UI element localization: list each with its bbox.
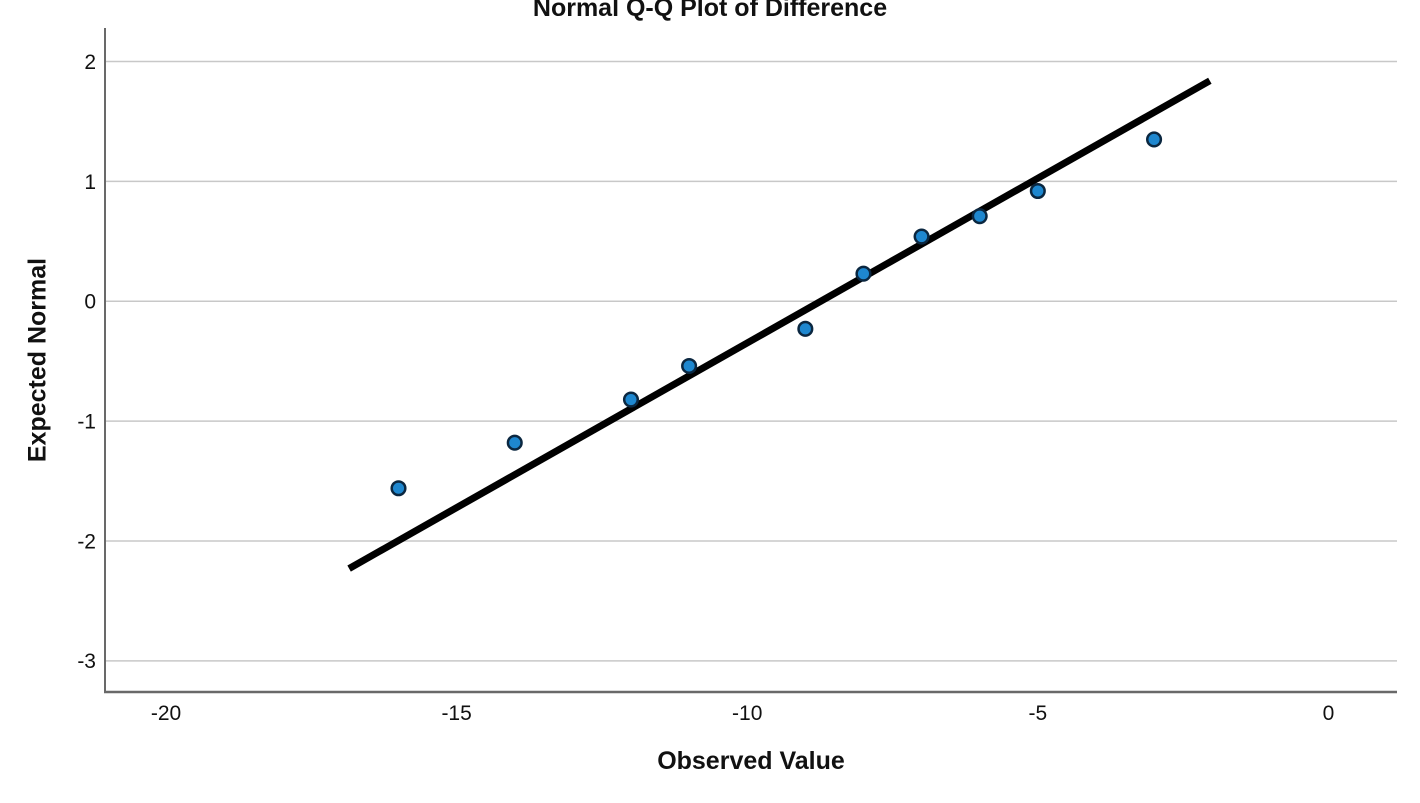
x-tick-label: -10 <box>732 702 762 725</box>
data-point <box>797 320 814 337</box>
data-point <box>390 480 407 497</box>
x-tick-label: -5 <box>1028 702 1047 725</box>
y-tick-label: 0 <box>84 291 96 314</box>
data-point <box>971 208 988 225</box>
data-point <box>913 228 930 245</box>
data-point <box>855 265 872 282</box>
y-tick-label: 2 <box>84 51 96 74</box>
data-point <box>681 357 698 375</box>
chart-title: Normal Q-Q Plot of Difference <box>532 0 888 22</box>
y-tick-label: -1 <box>77 410 96 433</box>
y-tick-label: -3 <box>77 650 96 673</box>
data-point <box>1029 182 1046 200</box>
y-tick-label: 1 <box>84 171 96 194</box>
data-point <box>622 391 640 408</box>
data-point <box>1146 131 1163 148</box>
x-tick-label: -20 <box>151 702 181 725</box>
x-tick-label: 0 <box>1323 702 1335 725</box>
y-tick-label: -2 <box>77 530 96 553</box>
data-point <box>506 434 523 451</box>
x-axis-label: Observed Value <box>657 747 845 775</box>
x-tick-label: -15 <box>441 702 471 725</box>
fit-line <box>347 77 1212 572</box>
